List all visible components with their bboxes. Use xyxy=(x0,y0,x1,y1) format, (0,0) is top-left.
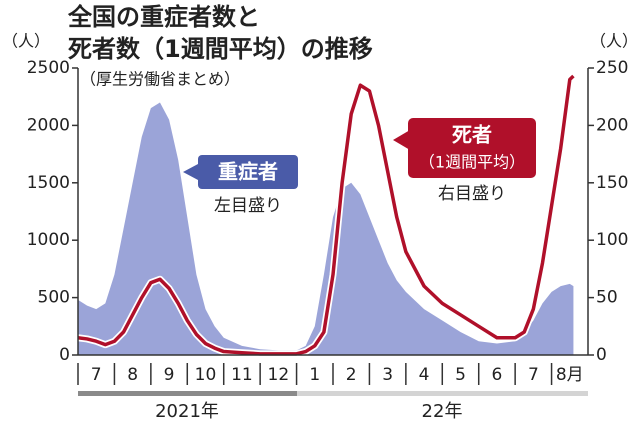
legend-sublabel: （1週間平均） xyxy=(419,153,525,172)
y-tick-label: 1500 xyxy=(27,173,70,193)
y-tick-label: 1000 xyxy=(27,230,70,250)
y-axis-unit: （人） xyxy=(2,32,50,51)
chart-title: 全国の重症者数と xyxy=(67,3,260,31)
x-tick-label: 4 xyxy=(419,365,430,385)
x-tick-label: 6 xyxy=(492,365,503,385)
x-tick-label: 10 xyxy=(195,365,217,385)
y2-tick-label: 100 xyxy=(596,230,628,250)
x-tick-label: 12 xyxy=(268,365,290,385)
year-label: 2021年 xyxy=(155,401,219,422)
deaths-line xyxy=(77,74,575,356)
axis-note: 右目盛り xyxy=(438,184,506,204)
callout-pointer xyxy=(393,130,410,150)
y2-tick-label: 200 xyxy=(596,115,628,135)
x-tick-label: 3 xyxy=(382,365,393,385)
axis-note: 左目盛り xyxy=(214,196,282,216)
callout-box xyxy=(198,155,298,189)
plot-area: 0 500 1000 1500 2000 2500 0 50 100 150 200 250 7 8 9 10… xyxy=(27,58,628,385)
y2-tick-label: 0 xyxy=(596,345,607,365)
year-bar xyxy=(78,391,297,396)
y2-tick-label: 150 xyxy=(596,173,628,193)
y2-tick-label: 250 xyxy=(596,58,628,78)
x-tick-label: 11 xyxy=(231,365,253,385)
callout-pointer xyxy=(183,164,198,180)
x-tick-label: 7 xyxy=(91,365,102,385)
x-tick-label: 8 xyxy=(127,365,138,385)
y-tick-label: 500 xyxy=(38,288,70,308)
year-bar xyxy=(297,391,588,396)
year-label: 22年 xyxy=(422,401,463,422)
y-tick-label: 0 xyxy=(59,345,70,365)
x-tick-label: 9 xyxy=(164,365,175,385)
chart-subtitle: （厚生労働省まとめ） xyxy=(80,70,240,89)
x-tick-label: 7 xyxy=(528,365,539,385)
legend-label: 死者 xyxy=(452,123,492,147)
x-tick-label: 1 xyxy=(309,365,320,385)
x-tick-label: 5 xyxy=(455,365,466,385)
callout-box xyxy=(408,118,536,178)
x-tick-label: 8月 xyxy=(556,365,584,385)
legend-label: 重症者 xyxy=(218,160,278,184)
chart-title: 死者数（1週間平均）の推移 xyxy=(68,35,373,63)
y-tick-label: 2000 xyxy=(27,115,70,135)
y2-tick-label: 50 xyxy=(596,288,618,308)
y-tick-label: 2500 xyxy=(27,58,70,78)
y2-axis-unit: （人） xyxy=(590,32,638,51)
x-tick-label: 2 xyxy=(346,365,357,385)
